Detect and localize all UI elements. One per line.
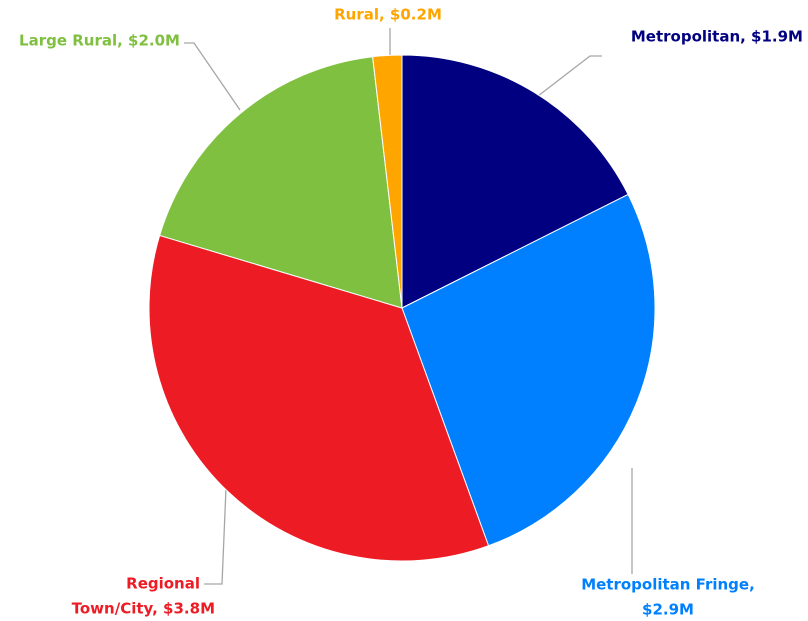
slice-label: Regional [126, 575, 200, 593]
slice-label: $2.9M [642, 601, 694, 619]
leader-line [184, 42, 241, 111]
slice-label: Town/City, $3.8M [72, 600, 215, 618]
pie-slice [159, 56, 403, 309]
leader-line [537, 55, 602, 97]
slice-label: Metropolitan, $1.9M [631, 28, 803, 46]
slice-label: Metropolitan Fringe, [581, 576, 755, 594]
slice-label: Rural, $0.2M [334, 6, 442, 24]
pie-slice [401, 193, 656, 547]
pie-slice [401, 54, 629, 309]
pie-slice [372, 54, 403, 309]
pie-slice [148, 234, 490, 562]
leader-line [204, 487, 227, 585]
slice-label: Large Rural, $2.0M [19, 32, 180, 50]
